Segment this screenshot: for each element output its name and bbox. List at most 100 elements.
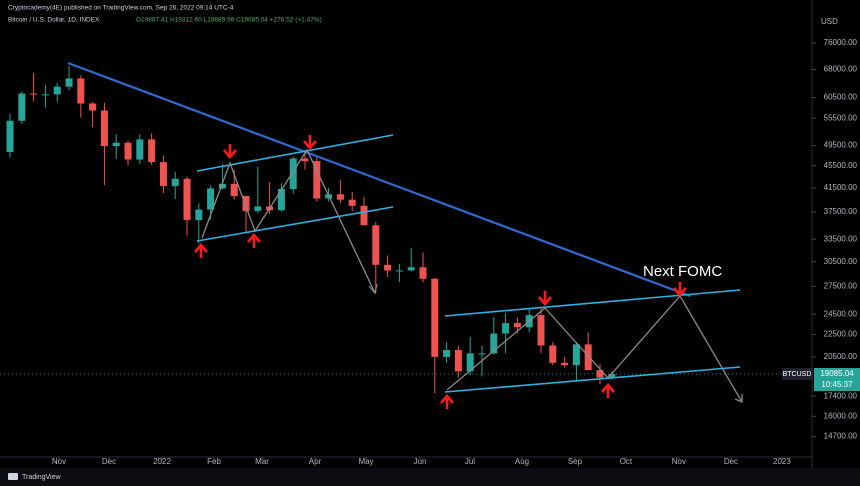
- candle-body: [372, 225, 380, 265]
- candle-body: [584, 344, 592, 371]
- candle-body: [218, 183, 226, 189]
- candle-body: [490, 333, 498, 354]
- x-tick-label: Nov: [672, 457, 686, 466]
- up-arrow: [194, 243, 208, 258]
- candle-body: [537, 315, 545, 346]
- x-tick-label: 2022: [153, 457, 171, 466]
- candle-body: [431, 278, 439, 357]
- y-tick-label: 60500.00: [824, 93, 858, 102]
- candle-body: [53, 86, 61, 95]
- candle-body: [513, 323, 521, 328]
- y-tick-label: 20500.00: [824, 352, 858, 361]
- trendline: [67, 61, 691, 298]
- candle-body: [360, 205, 368, 226]
- price-tag: [814, 368, 860, 392]
- candle-body: [407, 267, 415, 271]
- y-tick-label: 17400.00: [824, 391, 858, 400]
- down-arrow: [303, 135, 317, 150]
- candle-body: [195, 209, 203, 220]
- candle-body: [254, 206, 262, 211]
- x-tick-label: May: [358, 457, 373, 466]
- candle-body: [502, 323, 510, 334]
- x-tick-label: Dec: [724, 457, 738, 466]
- candle-body: [148, 139, 156, 163]
- candle-body: [419, 267, 427, 279]
- symbol-title: Bitcoin / U.S. Dollar, 1D, INDEX: [8, 17, 100, 24]
- candle-body: [289, 158, 297, 189]
- x-tick-label: Mar: [255, 457, 269, 466]
- candle-body: [395, 270, 403, 272]
- candle-body: [136, 139, 144, 160]
- y-tick-label: 37500.00: [824, 207, 858, 216]
- candle-body: [112, 142, 120, 147]
- down-arrow: [223, 144, 237, 159]
- candle-body: [183, 178, 191, 220]
- channel-line: [444, 366, 741, 393]
- y-tick-label: 14700.00: [824, 432, 858, 441]
- x-tick-label: 2023: [773, 457, 791, 466]
- symbol-tag: [782, 368, 813, 381]
- candle-body: [159, 162, 167, 187]
- x-tick-label: Dec: [102, 457, 116, 466]
- x-tick-label: Feb: [207, 457, 221, 466]
- channel-line: [196, 206, 394, 242]
- candle-body: [301, 158, 309, 162]
- candle-body: [336, 194, 344, 200]
- up-arrow: [601, 383, 615, 398]
- path-arrow: [201, 148, 378, 295]
- y-tick-label: 76000.00: [824, 38, 858, 47]
- candles: [6, 65, 616, 394]
- candle-body: [443, 349, 451, 357]
- candle-body: [549, 345, 557, 363]
- down-arrow: [673, 282, 687, 297]
- brand: TradingView: [22, 474, 61, 481]
- y-tick-label: 16000.00: [824, 411, 858, 420]
- up-arrow: [440, 394, 454, 409]
- footer-bar: [0, 468, 860, 486]
- candle-body: [277, 188, 285, 211]
- x-tick-label: Oct: [620, 457, 633, 466]
- candle-body: [77, 78, 85, 104]
- logo: [8, 473, 18, 480]
- candle-body: [572, 344, 580, 366]
- ohlc-summary: O19887.41 H19312.60 L18689.98 C19085.04 …: [136, 17, 322, 24]
- y-tick-label: 27500.00: [824, 282, 858, 291]
- countdown: 10:45:37: [821, 380, 853, 389]
- x-tick-label: Sep: [568, 457, 583, 466]
- candle-body: [466, 353, 474, 372]
- y-tick-label: 49500.00: [824, 141, 858, 150]
- candle-body: [242, 196, 250, 211]
- y-tick-label: 24500.00: [824, 309, 858, 318]
- candle-body: [313, 161, 321, 199]
- down-arrow: [538, 291, 552, 306]
- annotation: Next FOMC: [643, 263, 722, 280]
- last-price: 19085.04: [820, 369, 854, 378]
- y-tick-label: 68000.00: [824, 65, 858, 74]
- y-tick-label: 30500.00: [824, 257, 858, 266]
- candle-body: [561, 362, 569, 366]
- candle-body: [230, 183, 238, 197]
- x-tick-label: Apr: [309, 457, 322, 466]
- candle-body: [65, 78, 73, 87]
- candle-body: [596, 370, 604, 378]
- x-tick-label: Jul: [465, 457, 475, 466]
- x-tick-label: Aug: [515, 457, 529, 466]
- symbol-label: BTCUSD: [783, 371, 812, 378]
- candle-body: [478, 353, 486, 355]
- candle-body: [89, 103, 97, 111]
- candle-body: [348, 199, 356, 206]
- candle-body: [454, 349, 462, 372]
- candle-body: [30, 93, 38, 95]
- candle-body: [608, 374, 616, 378]
- candle-body: [41, 94, 49, 96]
- candle-body: [171, 178, 179, 187]
- y-tick-label: 55500.00: [824, 113, 858, 122]
- publisher: Cryptocademy(4E) published on TradingVie…: [8, 5, 234, 12]
- drawings: [67, 61, 743, 409]
- y-axis-label: USD: [821, 17, 838, 26]
- candle-body: [6, 120, 14, 152]
- candle-body: [384, 264, 392, 271]
